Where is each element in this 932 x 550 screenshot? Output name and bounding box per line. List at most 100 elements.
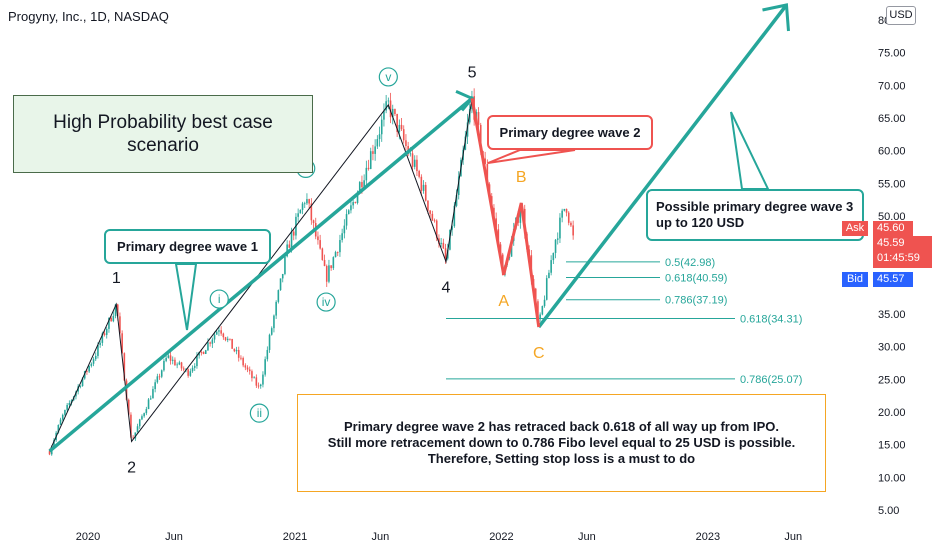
- y-tick-label: 10.00: [878, 472, 906, 484]
- candle-body: [94, 355, 97, 360]
- candle-body: [567, 212, 570, 223]
- wave3-callout-pointer: [730, 111, 770, 190]
- candle-body: [178, 362, 181, 365]
- candle-body: [136, 426, 139, 433]
- last-price: 45.59: [877, 237, 905, 249]
- candle-body: [457, 176, 460, 196]
- candle-body: [112, 315, 115, 322]
- wave-label: 2: [127, 459, 136, 476]
- chart-title: Progyny, Inc., 1D, NASDAQ: [8, 9, 169, 24]
- candle-body: [347, 210, 350, 215]
- candle-body: [358, 182, 361, 194]
- subwave-label-circle: [316, 292, 336, 312]
- candle-body: [240, 357, 242, 359]
- candle-body: [290, 231, 293, 248]
- candle-body: [97, 344, 99, 356]
- candle-body: [378, 134, 381, 140]
- candle-body: [442, 242, 445, 249]
- candle-body: [427, 200, 429, 211]
- candle-body: [191, 367, 194, 372]
- candle-body: [198, 351, 200, 356]
- candle-body: [53, 440, 55, 447]
- candle-body: [255, 377, 258, 386]
- candle-body: [48, 451, 51, 455]
- candle-body: [416, 159, 418, 172]
- candle-body: [354, 202, 357, 203]
- x-tick-label: Jun: [578, 531, 596, 543]
- candle-body: [446, 249, 449, 259]
- wave2-callout: Primary degree wave 2: [487, 115, 653, 150]
- candle-body: [402, 129, 405, 141]
- candle-body: [387, 100, 390, 102]
- candle-body: [193, 366, 196, 368]
- candle-body: [548, 272, 550, 279]
- y-tick-label: 30.00: [878, 342, 906, 354]
- candle-body: [231, 338, 233, 349]
- candle-body: [61, 414, 64, 420]
- candle-body: [116, 304, 119, 317]
- candle-body: [539, 314, 541, 320]
- candle-body: [422, 184, 425, 191]
- candle-body: [176, 364, 178, 366]
- candle-body: [286, 244, 288, 257]
- fib-levels: 0.5(42.98) 0.618(40.59) 0.786(37.19) 0.618(…: [446, 257, 802, 386]
- candle-body: [277, 290, 280, 302]
- candle-body: [453, 205, 456, 227]
- candle-body: [418, 171, 420, 177]
- candle-body: [451, 226, 453, 230]
- candle-body: [114, 304, 117, 316]
- subwave-label: v: [385, 70, 391, 84]
- candle-body: [152, 389, 154, 399]
- candle-body: [420, 176, 423, 191]
- candle-body: [306, 199, 308, 204]
- currency-button[interactable]: USD: [886, 6, 916, 25]
- candle-body: [167, 355, 170, 358]
- candle-body: [563, 208, 566, 211]
- y-tick-label: 35.00: [878, 309, 906, 321]
- candle-body: [561, 210, 563, 218]
- candle-body: [130, 414, 132, 438]
- candle-body: [385, 101, 387, 111]
- candle-body: [389, 100, 392, 118]
- candle-body: [519, 210, 522, 223]
- candle-body: [123, 353, 126, 381]
- candle-body: [552, 252, 555, 261]
- bar-countdown: 01:45:59: [877, 252, 920, 264]
- wave-label: A: [498, 293, 509, 310]
- wave-label: 4: [442, 280, 451, 297]
- candle-body: [301, 203, 304, 210]
- candle-body: [336, 252, 339, 253]
- trend-arrow-line: [48, 97, 474, 453]
- candle-body: [147, 399, 150, 410]
- candle-body: [328, 265, 330, 282]
- candle-body: [444, 248, 447, 259]
- candle-body: [321, 248, 324, 261]
- candle-body: [431, 213, 434, 221]
- candle-body: [400, 124, 403, 130]
- candle-body: [222, 333, 225, 338]
- y-tick-label: 15.00: [878, 440, 906, 452]
- candle-body: [570, 222, 572, 226]
- candle-body: [380, 119, 383, 135]
- candle-body: [149, 398, 152, 400]
- candle-body: [81, 378, 84, 387]
- ask-label-tag: Ask: [842, 221, 868, 236]
- wave1-callout-pointer: [174, 263, 198, 331]
- subwave-label: i: [218, 292, 221, 306]
- candle-body: [332, 257, 335, 269]
- candle-body: [66, 404, 68, 410]
- candle-body: [356, 193, 359, 203]
- candle-body: [345, 214, 348, 226]
- candle-body: [121, 333, 123, 354]
- candle-body: [134, 432, 137, 439]
- candle-body: [141, 416, 143, 420]
- candle-body: [246, 367, 249, 370]
- candle-body: [312, 220, 315, 224]
- fib-level-label: 0.5(42.98): [665, 257, 715, 269]
- candle-body: [369, 151, 372, 169]
- fib-level-label: 0.618(40.59): [665, 272, 727, 284]
- candle-body: [57, 425, 60, 433]
- candle-body: [213, 334, 216, 340]
- x-tick-label: Jun: [784, 531, 802, 543]
